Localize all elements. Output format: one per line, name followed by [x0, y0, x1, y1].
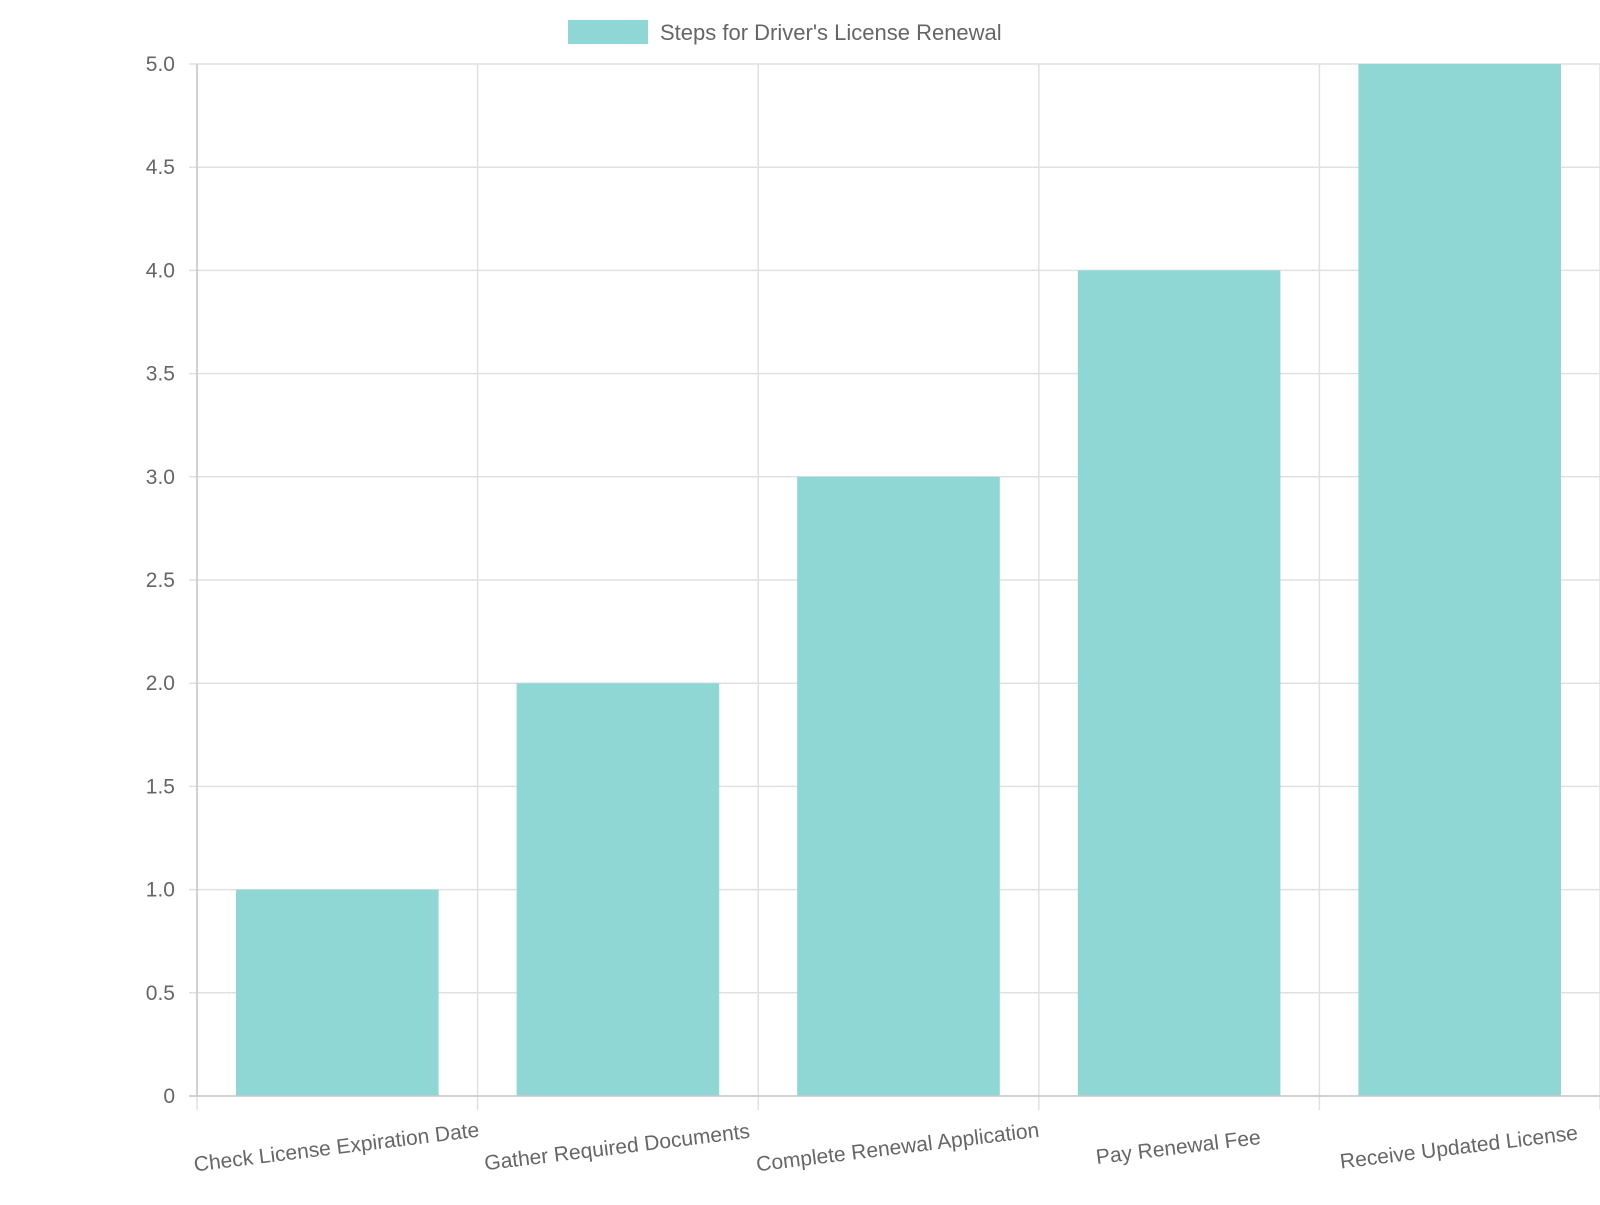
y-tick-label: 2.5: [146, 569, 175, 592]
y-axis-ticks: 0 0.5 1.0 1.5 2.0 2.5 3.0 3.5 4.0 4.5 5.0: [146, 53, 175, 1108]
axes: [189, 64, 1600, 1097]
bars: [236, 64, 1561, 1096]
x-category-label: Gather Required Documents: [483, 1120, 751, 1175]
bar[interactable]: [236, 889, 439, 1096]
y-tick-label: 3.5: [146, 363, 175, 386]
bar[interactable]: [1358, 64, 1561, 1096]
bar[interactable]: [1077, 270, 1281, 1096]
bar[interactable]: [516, 683, 720, 1096]
bar[interactable]: [797, 476, 1000, 1096]
x-axis-labels: Check License Expiration Date Gather Requ…: [193, 1119, 1579, 1177]
y-tick-label: 1.0: [146, 879, 175, 902]
y-tick-label: 1.5: [146, 775, 175, 798]
x-category-label: Complete Renewal Application: [755, 1119, 1041, 1177]
legend-swatch[interactable]: [568, 20, 648, 44]
y-tick-label: 0: [163, 1085, 175, 1108]
x-category-label: Pay Renewal Fee: [1095, 1126, 1262, 1169]
y-tick-label: 4.0: [146, 259, 175, 282]
x-category-label: Check License Expiration Date: [193, 1119, 481, 1177]
y-tick-label: 5.0: [146, 53, 175, 76]
legend-label[interactable]: Steps for Driver's License Renewal: [660, 20, 1002, 45]
y-tick-label: 3.0: [146, 466, 175, 489]
y-tick-label: 2.0: [146, 672, 175, 695]
y-tick-label: 4.5: [146, 156, 175, 179]
x-category-label: Receive Updated License: [1339, 1122, 1579, 1174]
legend[interactable]: Steps for Driver's License Renewal: [568, 20, 1002, 45]
y-tick-label: 0.5: [146, 982, 175, 1005]
